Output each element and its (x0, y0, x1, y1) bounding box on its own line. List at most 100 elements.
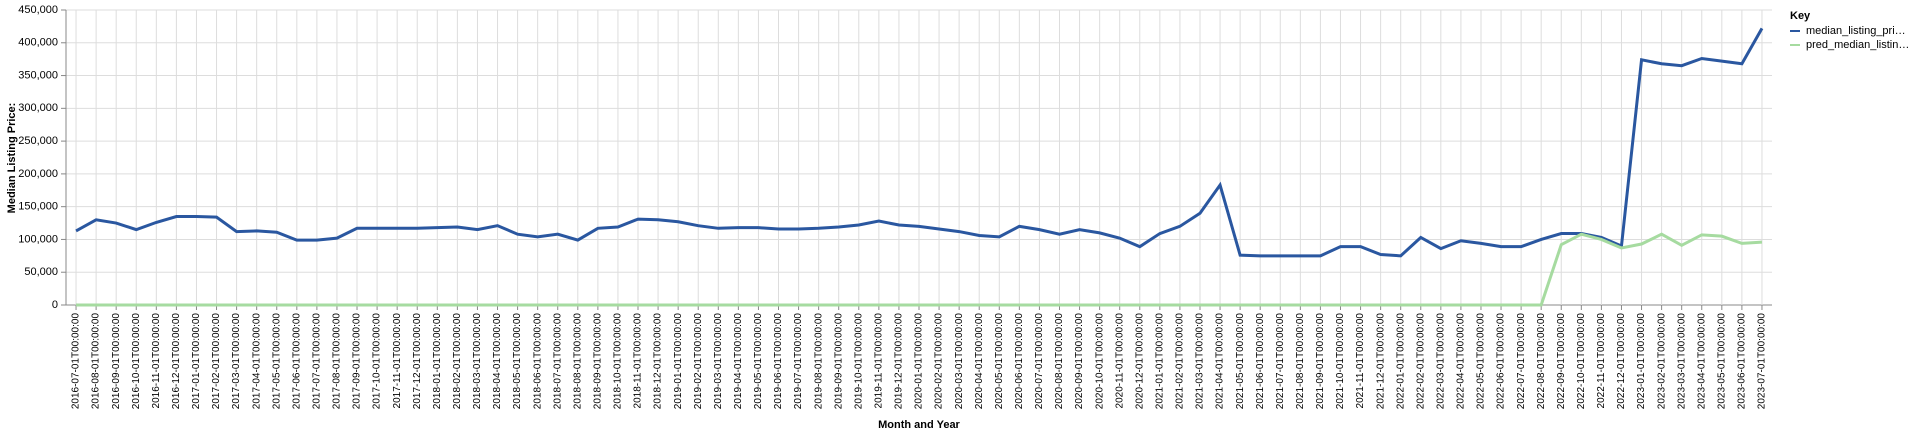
x-tick-label: 2022-03-01T00:00:00 (1435, 313, 1446, 410)
x-tick-label: 2022-06-01T00:00:00 (1496, 313, 1507, 410)
y-tick-label: 350,000 (18, 69, 58, 81)
x-tick-label: 2018-04-01T00:00:00 (492, 313, 503, 410)
x-tick-label: 2019-02-01T00:00:00 (693, 313, 704, 410)
x-tick-label: 2018-02-01T00:00:00 (452, 313, 463, 410)
y-tick-label: 300,000 (18, 102, 58, 114)
x-tick-label: 2022-10-01T00:00:00 (1576, 313, 1587, 410)
x-tick-label: 2021-09-01T00:00:00 (1315, 313, 1326, 410)
x-tick-label: 2021-01-01T00:00:00 (1154, 313, 1165, 410)
y-tick-label: 150,000 (18, 201, 58, 213)
x-tick-label: 2016-07-01T00:00:00 (71, 313, 82, 410)
x-tick-label: 2019-04-01T00:00:00 (733, 313, 744, 410)
x-tick-label: 2019-12-01T00:00:00 (894, 313, 905, 410)
x-tick-label: 2017-04-01T00:00:00 (251, 313, 262, 410)
x-tick-label: 2019-10-01T00:00:00 (853, 313, 864, 410)
x-tick-label: 2022-07-01T00:00:00 (1516, 313, 1527, 410)
x-tick-label: 2022-04-01T00:00:00 (1456, 313, 1467, 410)
y-tick-label: 200,000 (18, 168, 58, 180)
legend-title: Key (1790, 10, 1811, 22)
x-tick-label: 2017-06-01T00:00:00 (291, 313, 302, 410)
x-tick-label: 2016-08-01T00:00:00 (91, 313, 102, 410)
x-tick-label: 2023-03-01T00:00:00 (1676, 313, 1687, 410)
x-tick-label: 2021-10-01T00:00:00 (1335, 313, 1346, 410)
x-tick-label: 2017-01-01T00:00:00 (191, 313, 202, 410)
series-line (76, 232, 1763, 307)
x-tick-label: 2018-08-01T00:00:00 (572, 313, 583, 410)
x-tick-label: 2017-08-01T00:00:00 (332, 313, 343, 410)
x-tick-label: 2020-05-01T00:00:00 (994, 313, 1005, 410)
x-tick-label: 2021-02-01T00:00:00 (1175, 313, 1186, 410)
x-tick-label: 2017-05-01T00:00:00 (271, 313, 282, 410)
x-tick-label: 2021-05-01T00:00:00 (1235, 313, 1246, 410)
legend-label: pred_median_listin… (1806, 39, 1909, 51)
x-tick-label: 2020-06-01T00:00:00 (1014, 313, 1025, 410)
x-tick-label: 2023-04-01T00:00:00 (1696, 313, 1707, 410)
x-tick-label: 2017-03-01T00:00:00 (231, 313, 242, 410)
x-tick-label: 2020-02-01T00:00:00 (934, 313, 945, 410)
x-tick-label: 2016-09-01T00:00:00 (111, 313, 122, 410)
x-tick-label: 2020-09-01T00:00:00 (1074, 313, 1085, 410)
x-tick-label: 2021-04-01T00:00:00 (1215, 313, 1226, 410)
x-tick-label: 2017-11-01T00:00:00 (392, 313, 403, 409)
x-tick-label: 2023-06-01T00:00:00 (1737, 313, 1748, 410)
x-tick-label: 2019-11-01T00:00:00 (873, 313, 884, 409)
x-tick-label: 2016-11-01T00:00:00 (151, 313, 162, 409)
x-tick-label: 2022-01-01T00:00:00 (1395, 313, 1406, 410)
legend-label: median_listing_pri… (1806, 25, 1906, 37)
x-tick-label: 2019-06-01T00:00:00 (773, 313, 784, 410)
x-tick-label: 2020-07-01T00:00:00 (1034, 313, 1045, 410)
x-tick-label: 2022-02-01T00:00:00 (1415, 313, 1426, 410)
y-tick-label: 100,000 (18, 233, 58, 245)
x-tick-label: 2021-03-01T00:00:00 (1195, 313, 1206, 410)
y-tick-label: 50,000 (24, 266, 58, 278)
x-tick-label: 2018-06-01T00:00:00 (532, 313, 543, 410)
y-tick-label: 450,000 (18, 4, 58, 16)
x-tick-label: 2019-09-01T00:00:00 (833, 313, 844, 410)
x-tick-label: 2019-01-01T00:00:00 (673, 313, 684, 410)
y-tick-label: 400,000 (18, 37, 58, 49)
x-tick-label: 2020-04-01T00:00:00 (974, 313, 985, 410)
x-tick-label: 2017-02-01T00:00:00 (211, 313, 222, 410)
x-tick-label: 2019-07-01T00:00:00 (793, 313, 804, 410)
x-tick-label: 2022-12-01T00:00:00 (1616, 313, 1627, 410)
x-tick-label: 2018-10-01T00:00:00 (613, 313, 624, 410)
x-tick-label: 2018-03-01T00:00:00 (472, 313, 483, 410)
x-tick-label: 2020-10-01T00:00:00 (1094, 313, 1105, 410)
x-tick-label: 2018-09-01T00:00:00 (593, 313, 604, 410)
x-tick-label: 2021-07-01T00:00:00 (1275, 313, 1286, 410)
x-tick-label: 2018-11-01T00:00:00 (633, 313, 644, 409)
x-tick-label: 2023-01-01T00:00:00 (1636, 313, 1647, 410)
x-tick-label: 2021-08-01T00:00:00 (1295, 313, 1306, 410)
y-tick-label: 250,000 (18, 135, 58, 147)
x-tick-label: 2023-02-01T00:00:00 (1656, 313, 1667, 410)
series-line (75, 27, 1764, 258)
x-tick-label: 2019-05-01T00:00:00 (753, 313, 764, 410)
x-tick-label: 2023-07-01T00:00:00 (1757, 313, 1768, 410)
x-tick-label: 2017-12-01T00:00:00 (412, 313, 423, 410)
x-tick-label: 2016-10-01T00:00:00 (131, 313, 142, 410)
y-tick-label: 0 (52, 299, 58, 311)
x-tick-label: 2022-09-01T00:00:00 (1556, 313, 1567, 410)
x-tick-label: 2023-05-01T00:00:00 (1716, 313, 1727, 410)
x-tick-label: 2022-08-01T00:00:00 (1536, 313, 1547, 410)
x-tick-label: 2018-05-01T00:00:00 (512, 313, 523, 410)
x-tick-label: 2017-07-01T00:00:00 (312, 313, 323, 410)
x-tick-label: 2019-08-01T00:00:00 (813, 313, 824, 410)
y-axis-title: Median Listing Price: (6, 103, 18, 214)
x-tick-label: 2016-12-01T00:00:00 (171, 313, 182, 410)
x-tick-label: 2020-12-01T00:00:00 (1134, 313, 1145, 410)
x-tick-label: 2020-08-01T00:00:00 (1054, 313, 1065, 410)
x-tick-label: 2022-05-01T00:00:00 (1476, 313, 1487, 410)
x-tick-label: 2021-12-01T00:00:00 (1375, 313, 1386, 410)
x-tick-label: 2018-12-01T00:00:00 (653, 313, 664, 410)
x-tick-label: 2018-07-01T00:00:00 (552, 313, 563, 410)
x-axis-title: Month and Year (878, 419, 960, 431)
x-tick-label: 2017-10-01T00:00:00 (372, 313, 383, 410)
x-tick-label: 2021-11-01T00:00:00 (1355, 313, 1366, 409)
x-tick-label: 2020-03-01T00:00:00 (954, 313, 965, 410)
x-tick-label: 2019-03-01T00:00:00 (713, 313, 724, 410)
x-tick-label: 2018-01-01T00:00:00 (432, 313, 443, 410)
x-tick-label: 2020-11-01T00:00:00 (1114, 313, 1125, 409)
x-tick-label: 2020-01-01T00:00:00 (914, 313, 925, 410)
